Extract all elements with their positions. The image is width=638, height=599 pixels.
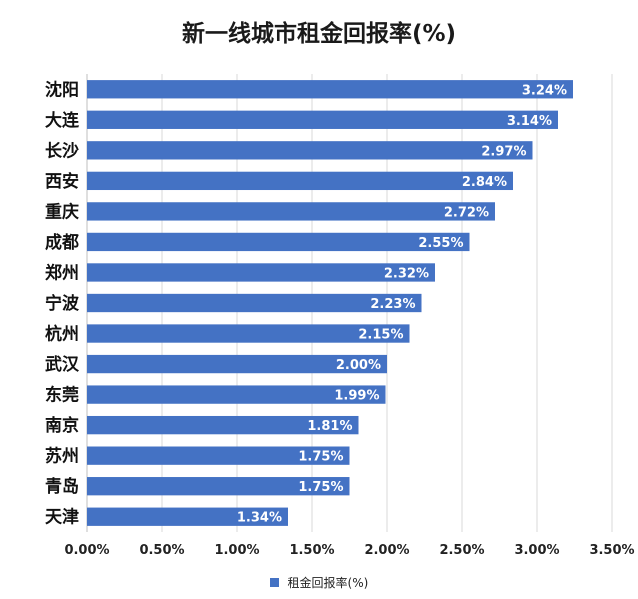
legend-label: 租金回报率(%): [287, 576, 369, 590]
data-label: 2.55%: [418, 236, 463, 251]
legend: 租金回报率(%): [0, 574, 638, 591]
category-label: 重庆: [45, 201, 79, 222]
data-label: 3.14%: [507, 114, 552, 129]
bar: [87, 110, 558, 129]
bar: [87, 354, 387, 374]
category-label: 长沙: [45, 140, 79, 161]
bar: [87, 477, 350, 496]
category-label: 沈阳: [45, 79, 79, 100]
category-label: 天津: [45, 507, 79, 528]
category-label: 大连: [45, 110, 80, 131]
x-tick-label: 2.00%: [364, 543, 409, 558]
bar: [87, 171, 513, 191]
data-label: 3.24%: [522, 83, 567, 98]
data-label: 1.81%: [307, 419, 352, 434]
bar: [87, 324, 410, 343]
category-label: 杭州: [45, 324, 79, 345]
x-tick-label: 1.00%: [214, 543, 259, 558]
category-label: 东莞: [45, 385, 79, 406]
bar: [87, 232, 470, 252]
data-label: 1.34%: [237, 511, 282, 526]
x-tick-label: 3.00%: [514, 543, 559, 558]
data-label: 1.99%: [334, 389, 379, 404]
legend-swatch: [269, 578, 279, 587]
bar: [87, 446, 350, 465]
data-label: 2.32%: [384, 266, 429, 281]
data-label: 2.23%: [370, 297, 415, 312]
data-label: 1.75%: [298, 480, 343, 495]
data-label: 2.72%: [444, 205, 489, 220]
bar: [87, 293, 422, 313]
data-label: 2.97%: [481, 144, 526, 159]
x-tick-label: 0.50%: [139, 543, 184, 558]
bar: [87, 507, 288, 526]
data-label: 2.84%: [462, 175, 507, 190]
data-label: 1.75%: [298, 450, 343, 465]
data-label: 2.15%: [358, 328, 403, 343]
x-tick-label: 1.50%: [289, 543, 334, 558]
bar: [87, 202, 495, 221]
bar: [87, 415, 359, 435]
x-tick-label: 3.50%: [589, 543, 634, 558]
bar: [87, 263, 435, 282]
category-label: 宁波: [45, 293, 80, 314]
category-label: 武汉: [45, 354, 80, 375]
bar: [87, 141, 533, 160]
category-label: 南京: [45, 415, 79, 436]
bar: [87, 385, 386, 404]
x-tick-label: 0.00%: [64, 543, 109, 558]
category-label: 青岛: [45, 476, 79, 497]
category-label: 西安: [45, 171, 79, 192]
bar: [87, 80, 573, 99]
x-tick-label: 2.50%: [439, 543, 484, 558]
data-label: 2.00%: [336, 358, 381, 373]
chart-title: 新一线城市租金回报率(%): [181, 21, 457, 47]
category-label: 郑州: [45, 262, 79, 283]
category-label: 苏州: [45, 446, 79, 467]
category-label: 成都: [45, 232, 79, 253]
